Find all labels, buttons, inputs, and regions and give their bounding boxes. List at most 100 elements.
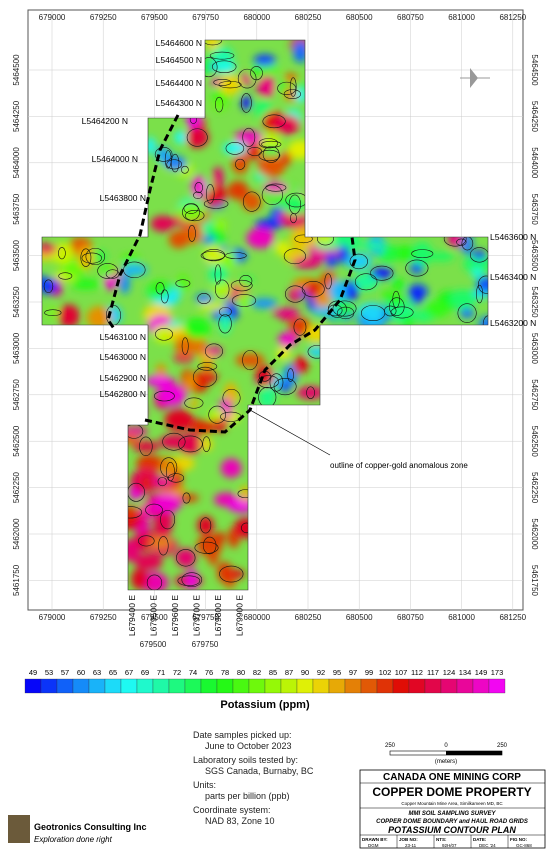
contour-line [469, 247, 488, 263]
contour-line [283, 248, 306, 265]
grid-line-label: L679500 E [149, 595, 159, 636]
note: Coordinate system: [193, 805, 271, 815]
contour-fill [362, 302, 384, 324]
contour-fill [71, 278, 101, 290]
contour-line [205, 343, 223, 359]
contour-fill [256, 75, 276, 98]
contour-fill [278, 332, 297, 348]
contour-line [235, 158, 246, 170]
contour-fill [177, 274, 189, 293]
contour-fill [424, 300, 450, 318]
y-coord-right: 5462000 [530, 518, 539, 550]
legend-value: 74 [189, 668, 197, 677]
x-coord-top: 681000 [448, 13, 475, 22]
contour-fill [122, 505, 138, 519]
legend-swatch [328, 678, 346, 694]
contour-fill [402, 315, 414, 328]
legend-value: 85 [269, 668, 277, 677]
x-coord-top: 680750 [397, 13, 424, 22]
contour-line [197, 362, 218, 371]
contour-fill [259, 385, 276, 410]
contour-fill [241, 95, 252, 111]
legend-swatch [392, 678, 410, 694]
legend-value: 92 [317, 668, 325, 677]
field-key: JOB NO: [399, 837, 418, 842]
contour-line [324, 273, 332, 290]
contour-fill [190, 175, 207, 200]
contour-line [475, 284, 484, 304]
contour-fill [186, 110, 201, 129]
contour-line [287, 368, 294, 382]
legend-swatch [56, 678, 74, 694]
contour-line [239, 274, 253, 287]
contour-line [225, 142, 245, 155]
legend-value: 124 [443, 668, 456, 677]
contour-fill [237, 276, 254, 286]
contour-fill [212, 280, 232, 298]
contour-line [182, 492, 191, 504]
contour-line [181, 572, 203, 588]
contour-line [258, 138, 279, 149]
y-coord-left: 5464000 [12, 147, 21, 179]
legend-swatch [296, 678, 314, 694]
contour-line [269, 373, 284, 392]
legend-value: 76 [205, 668, 213, 677]
contour-line [167, 473, 185, 483]
contour-fill [476, 276, 488, 293]
grid-line-label: L5463100 N [100, 332, 146, 342]
contour-line [349, 253, 368, 270]
contour-line [182, 203, 200, 221]
legend-swatch [408, 678, 426, 694]
grid-line-label: L5464600 N [156, 38, 202, 48]
legend-value: 134 [459, 668, 472, 677]
contour-line [184, 397, 204, 409]
contour-line [158, 536, 169, 556]
contour-line [209, 51, 235, 60]
contour-line [294, 234, 313, 244]
contour-line [154, 147, 173, 162]
y-coord-right: 5464500 [530, 54, 539, 86]
contour-line [306, 386, 315, 400]
contour-fill [131, 440, 160, 452]
legend-value: 63 [93, 668, 101, 677]
contour-line [160, 509, 176, 530]
contour-fill [292, 257, 322, 269]
contour-fill [257, 155, 286, 178]
contour-fill [239, 485, 251, 502]
legend-value: 67 [125, 668, 133, 677]
x-coord-bottom: 681250 [499, 613, 526, 622]
legend-swatch [72, 678, 90, 694]
contour-fill [391, 278, 405, 291]
contour-fill [410, 287, 424, 305]
contour-line [43, 279, 54, 294]
legend-swatch [488, 678, 506, 694]
grid-line-label: L679900 E [235, 595, 245, 636]
contour-line [160, 289, 169, 304]
contour-fill [257, 63, 280, 74]
note: parts per billion (ppb) [205, 791, 290, 801]
contour-fill [274, 115, 301, 135]
y-coord-right: 5462500 [530, 426, 539, 458]
contour-fill [274, 240, 290, 256]
contour-fill [288, 286, 303, 302]
contour-fill [119, 273, 130, 294]
legend-swatch [216, 678, 234, 694]
contour-line [153, 390, 175, 402]
contour-fill [412, 241, 433, 266]
legend-value: 99 [365, 668, 373, 677]
y-coord-left: 5462500 [12, 425, 21, 457]
contour-line [257, 375, 279, 389]
grid-line-label: L679700 E [192, 595, 202, 636]
contour-fill [157, 384, 187, 406]
contour-fill [251, 298, 278, 309]
contour-fill [214, 531, 226, 543]
contour-fill [145, 375, 173, 387]
logo-tagline: Exploration done right [34, 835, 113, 844]
contour-line [283, 89, 301, 100]
contour-fill [208, 409, 226, 420]
x-coord-bottom: 680500 [346, 613, 373, 622]
contour-fill [354, 273, 379, 291]
contour-fill [211, 100, 227, 110]
contour-fill [148, 280, 172, 297]
contour-fill [241, 192, 262, 212]
